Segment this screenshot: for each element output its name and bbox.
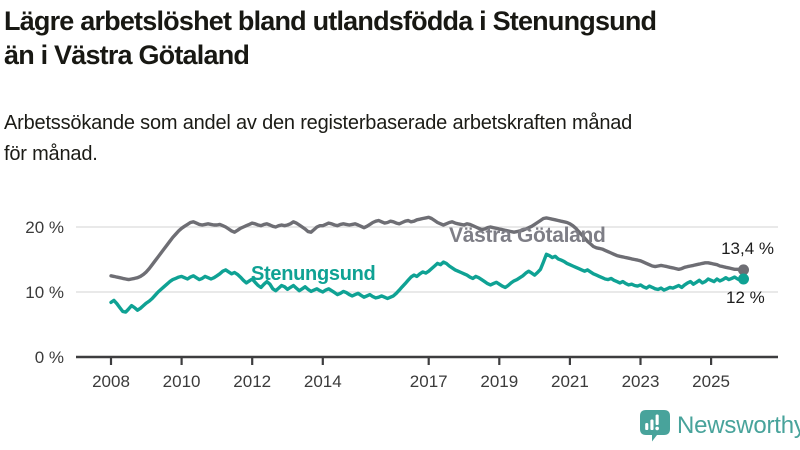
x-axis-tick-label: 2017	[410, 372, 448, 391]
newsworthy-wordmark: Newsworthy	[677, 412, 800, 439]
page-title: Lägre arbetslöshet bland utlandsfödda i …	[4, 4, 796, 72]
x-axis-tick-label: 2023	[622, 372, 660, 391]
chart-subtitle: Arbetssökande som andel av den registerb…	[4, 108, 796, 170]
x-axis-tick-label: 2014	[304, 372, 342, 391]
series-label-vastra-gotaland: Västra Götaland	[449, 224, 606, 247]
y-axis-tick-label: 0 %	[35, 348, 64, 367]
x-axis-tick-label: 2021	[551, 372, 589, 391]
series-end-dot-vastra-gotaland	[738, 264, 749, 276]
series-line-stenungsund	[109, 252, 746, 314]
newsworthy-bar-chart-icon	[640, 410, 670, 442]
newsworthy-logo: Newsworthy	[640, 410, 800, 442]
end-value-label-stenungsund: 12 %	[726, 288, 765, 307]
x-axis-tick-label: 2025	[692, 372, 730, 391]
x-axis-tick-label: 2019	[480, 372, 518, 391]
x-axis-tick-label: 2012	[233, 372, 271, 391]
title-line-2: än i Västra Götaland	[4, 40, 250, 70]
end-value-label-vastra-gotaland: 13,4 %	[721, 239, 774, 258]
subtitle-line-2: för månad.	[4, 143, 98, 165]
x-axis-tick-label: 2008	[92, 372, 130, 391]
y-axis-tick-label: 20 %	[25, 218, 64, 237]
series-end-dot-stenungsund	[738, 273, 749, 285]
series-label-stenungsund: Stenungsund	[251, 263, 376, 285]
subtitle-line-1: Arbetssökande som andel av den registerb…	[4, 112, 633, 134]
title-line-1: Lägre arbetslöshet bland utlandsfödda i …	[4, 6, 657, 36]
series-line-vastra-gotaland	[109, 215, 746, 282]
y-axis-tick-label: 10 %	[25, 283, 64, 302]
x-axis-tick-label: 2010	[163, 372, 201, 391]
